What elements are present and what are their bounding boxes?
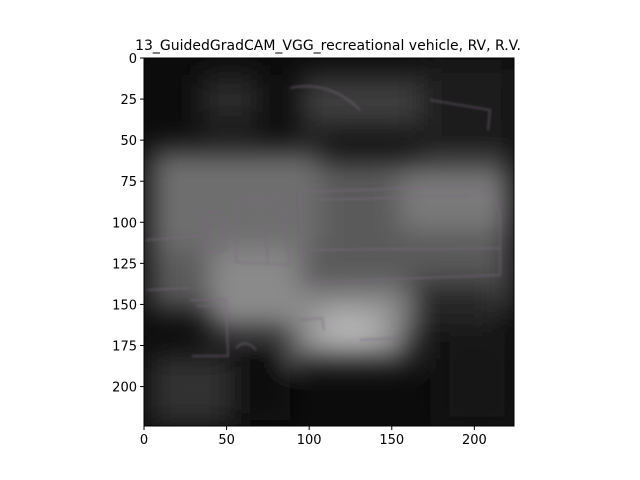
heatmap-image bbox=[144, 58, 514, 426]
y-tick-label: 175 bbox=[112, 340, 137, 355]
figure-title: 13_GuidedGradCAM_VGG_recreational vehicl… bbox=[135, 38, 521, 54]
vehicle-edges bbox=[145, 85, 501, 357]
y-tick-label: 25 bbox=[120, 93, 137, 108]
y-tick-label: 100 bbox=[112, 216, 137, 231]
x-tick-label: 50 bbox=[218, 433, 235, 448]
x-tick-label: 0 bbox=[140, 433, 148, 448]
y-tick-label: 75 bbox=[120, 175, 137, 190]
x-tick-label: 100 bbox=[297, 433, 322, 448]
y-axis: 0 25 50 75 100 125 150 175 200 bbox=[112, 52, 144, 396]
y-tick-label: 50 bbox=[120, 134, 137, 149]
x-tick-label: 200 bbox=[462, 433, 487, 448]
axes-frame bbox=[143, 57, 515, 427]
y-tick-label: 125 bbox=[112, 257, 137, 272]
x-axis: 0 50 100 150 200 bbox=[140, 426, 487, 448]
y-tick-label: 0 bbox=[129, 52, 137, 67]
y-tick-label: 200 bbox=[112, 381, 137, 396]
x-tick-label: 150 bbox=[379, 433, 404, 448]
heatmap-glow bbox=[150, 60, 514, 426]
y-tick-label: 150 bbox=[112, 298, 137, 313]
